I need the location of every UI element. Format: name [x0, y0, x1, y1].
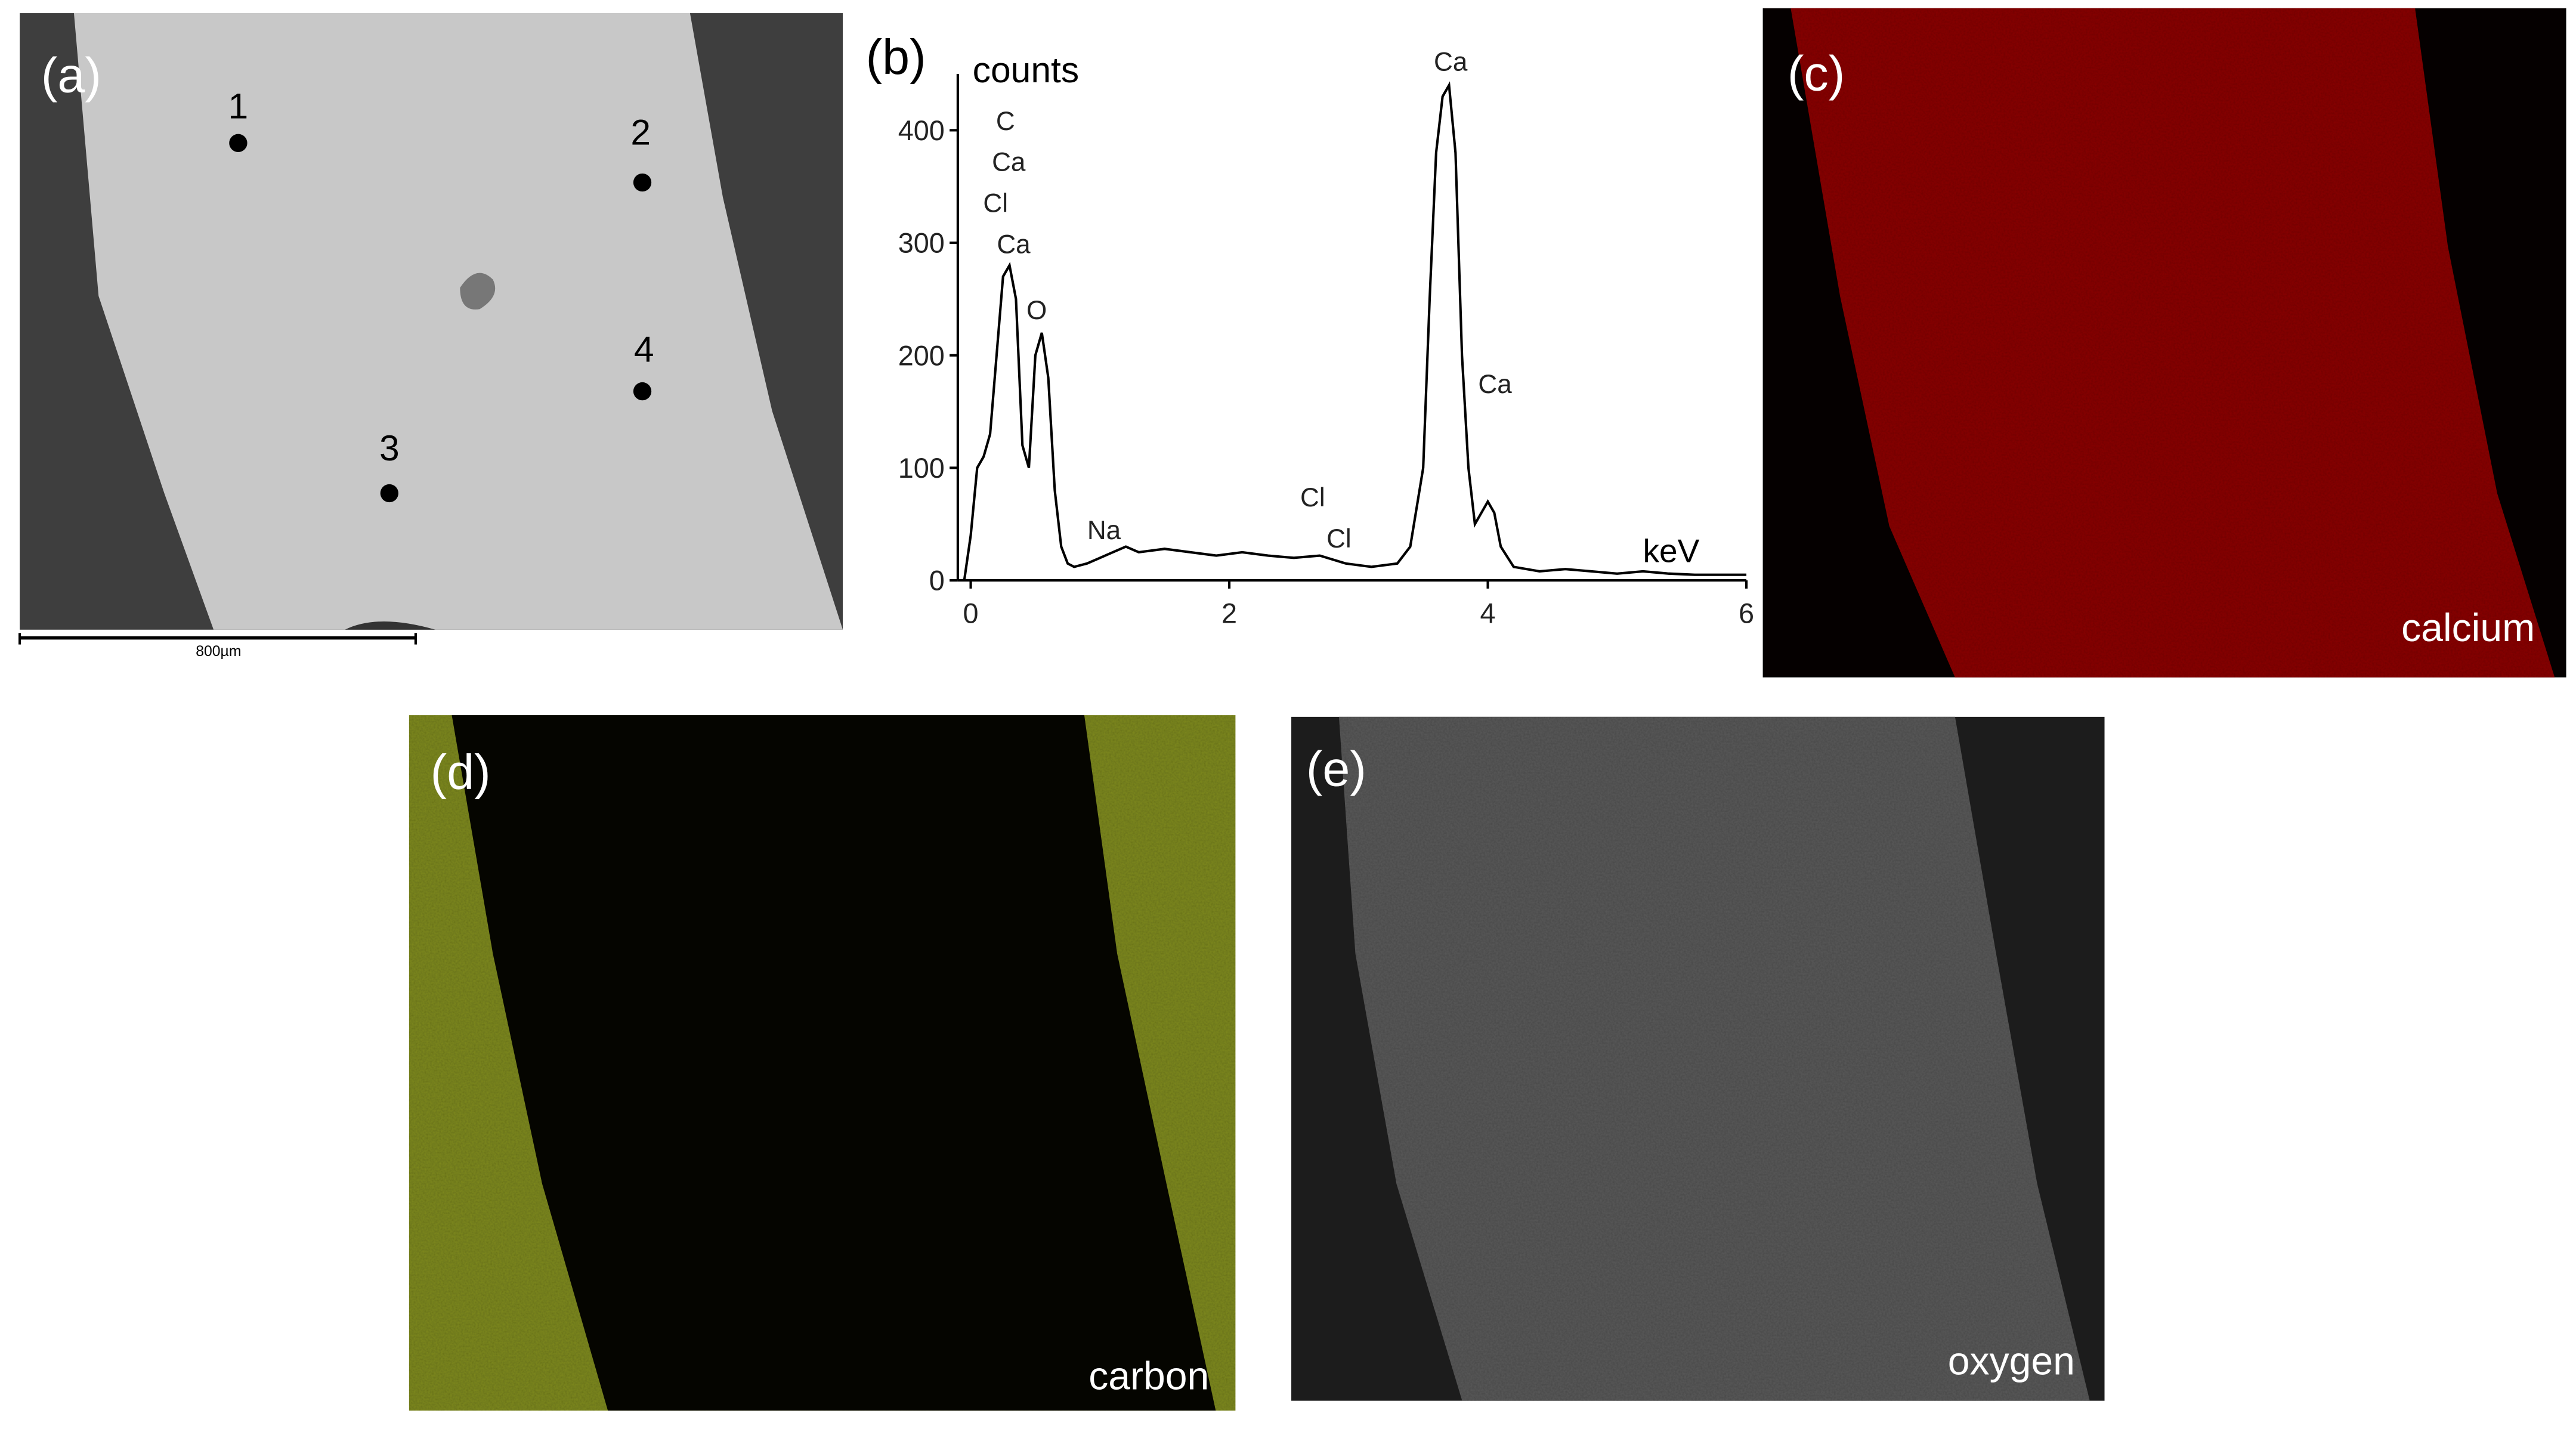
map-sample: [452, 715, 1216, 1411]
x-tick-label: 6: [1739, 598, 1754, 629]
map-caption: oxygen: [1948, 1339, 2075, 1383]
y-tick-label: 200: [898, 340, 945, 371]
panel-label: (e): [1306, 741, 1366, 797]
oxygen-map: [1338, 716, 2090, 1401]
pore: [460, 273, 496, 310]
peak-label: Ca: [997, 230, 1031, 259]
panel-label: (b): [866, 29, 926, 85]
panel-d: (d) carbon: [409, 715, 1236, 1411]
peak-label: C: [996, 107, 1015, 136]
x-tick-label: 2: [1221, 598, 1237, 629]
panel-b: (b) counts keV 0 100 200 300 400 0 2 4 6 C Ca Cl Ca O…: [866, 29, 1754, 629]
peak-label: Ca: [1478, 370, 1512, 399]
peak-label: Ca: [992, 148, 1026, 177]
peak-label: Na: [1087, 516, 1121, 545]
y-tick-label: 400: [898, 115, 945, 146]
point-marker: [380, 484, 398, 503]
map-caption: calcium: [2401, 606, 2535, 650]
y-tick-label: 0: [929, 565, 945, 596]
x-tick-label: 0: [963, 598, 979, 629]
y-axis-label: counts: [973, 50, 1080, 90]
peak-label: Cl: [983, 189, 1008, 218]
panel-e: (e) oxygen: [1291, 716, 2105, 1401]
point-marker: [229, 134, 248, 152]
panel-label: (d): [431, 744, 491, 800]
spectrum-line: [963, 81, 1747, 581]
panel-label: (a): [41, 47, 101, 103]
calcium-map: [1790, 8, 2555, 678]
point-marker: [633, 173, 652, 192]
figure-content: 1 2 3 4 (a) 800µm (b) counts keV 0 100 200…: [18, 8, 2566, 1411]
point-label: 4: [634, 329, 654, 369]
x-tick-label: 4: [1480, 598, 1496, 629]
point-label: 3: [379, 428, 400, 468]
panel-c: (c) calcium: [1762, 8, 2566, 678]
point-label: 2: [630, 112, 651, 153]
y-tick-label: 100: [898, 453, 945, 484]
peak-label: Ca: [1434, 48, 1468, 77]
x-axis-label: keV: [1643, 533, 1700, 570]
panel-label: (c): [1788, 46, 1845, 101]
panel-a: 1 2 3 4 (a) 800µm: [18, 13, 843, 660]
map-caption: carbon: [1088, 1354, 1209, 1398]
peak-label: O: [1026, 296, 1047, 325]
point-marker: [633, 382, 652, 401]
peak-label: Cl: [1300, 483, 1325, 512]
sample-section: [73, 13, 843, 630]
point-label: 1: [228, 85, 249, 126]
y-tick-label: 300: [898, 228, 945, 259]
peak-label: Cl: [1326, 524, 1352, 553]
scale-bar-label: 800µm: [196, 644, 241, 660]
edge-defect: [345, 621, 435, 630]
